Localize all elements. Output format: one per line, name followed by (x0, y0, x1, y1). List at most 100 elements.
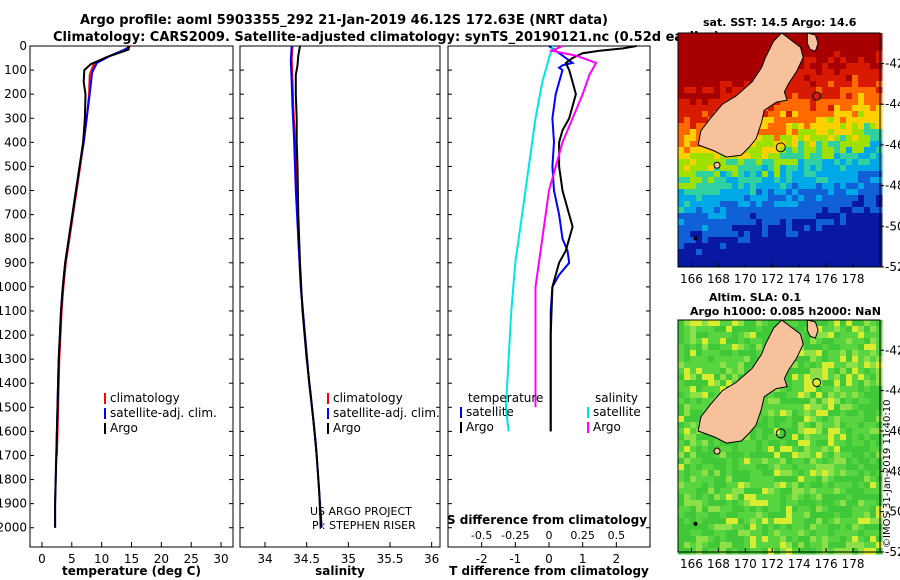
panel-sal-frame (239, 45, 441, 548)
map-xtick-label-sla: 172 (761, 557, 784, 571)
xtick-label-temp: 5 (68, 552, 76, 566)
xtick-label-diff: -1 (509, 552, 521, 566)
xtick-label-temp: 20 (154, 552, 169, 566)
xtick-label-sal: 34 (257, 552, 272, 566)
map-xtick-label-sla: 176 (815, 557, 838, 571)
salinity-diff-tick-label: -0.25 (501, 529, 529, 542)
legend-header-salinity: salinity (595, 391, 638, 405)
ytick-label-depth: 1500 (0, 400, 27, 414)
map-ytick-label-sst: -52 (885, 260, 900, 274)
ytick-label-depth: 1400 (0, 376, 27, 390)
map-xtick-label-sst: 170 (734, 272, 757, 286)
land-auckland-islands (693, 236, 698, 241)
ytick-label-depth: 1700 (0, 448, 27, 462)
map-ytick-label-sst: -46 (885, 138, 900, 152)
xtick-label-sal: 35.5 (377, 552, 404, 566)
legend-header-temperature: temperature (468, 391, 543, 405)
legend-label-temp: satellite-adj. clim. (110, 406, 217, 420)
series-line-diff-s-argo (534, 45, 598, 408)
ytick-label-depth: 900 (4, 256, 27, 270)
credit-project: US ARGO PROJECT (310, 505, 412, 518)
sst-map-title: sat. SST: 14.5 Argo: 14.6 (703, 16, 857, 29)
xlabel-sal: salinity (315, 564, 365, 578)
ytick-label-depth: 700 (4, 208, 27, 222)
figure-title-line2: Climatology: CARS2009. Satellite-adjuste… (53, 30, 720, 45)
map-xtick-label-sla: 170 (734, 557, 757, 571)
map-xtick-label-sst: 176 (815, 272, 838, 286)
xtick-label-diff: 2 (613, 552, 621, 566)
panel-temp-frame (29, 45, 234, 548)
land-stewart-island (713, 161, 721, 169)
map-xtick-label-sla: 168 (707, 557, 730, 571)
ytick-label-depth: 200 (4, 87, 27, 101)
xtick-label-temp: 30 (213, 552, 228, 566)
xtick-label-temp: 10 (94, 552, 109, 566)
legend-label-diff-s: satellite (593, 405, 641, 419)
legend-label-sal: climatology (333, 391, 403, 405)
map-xtick-label-sla: 178 (842, 557, 865, 571)
map-frame-sst (677, 32, 881, 268)
land-south-island (697, 32, 804, 158)
land-stewart-island (713, 447, 721, 455)
map-ytick-label-sst: -44 (885, 97, 900, 111)
map-xtick-label-sst: 172 (761, 272, 784, 286)
salinity-diff-tick-label: 0 (546, 529, 553, 542)
ytick-label-depth: 500 (4, 159, 27, 173)
series-line-sal-argo (294, 45, 322, 528)
map-xtick-label-sst: 168 (707, 272, 730, 286)
float-location-marker (775, 142, 786, 153)
ytick-label-depth: 600 (4, 184, 27, 198)
ytick-label-depth: 800 (4, 232, 27, 246)
ytick-label-depth: 1800 (0, 473, 27, 487)
ytick-label-depth: 400 (4, 135, 27, 149)
map-ytick-label-sst: -48 (885, 179, 900, 193)
ytick-label-depth: 300 (4, 111, 27, 125)
reference-circle (812, 378, 822, 388)
map-ytick-label-sla: -50 (885, 505, 900, 519)
map-ytick-label-sst: -42 (885, 57, 900, 71)
xtick-label-sal: 34.5 (293, 552, 320, 566)
xtick-label-temp: 15 (124, 552, 139, 566)
ytick-label-depth: 1200 (0, 328, 27, 342)
xtick-label-sal: 36 (424, 552, 439, 566)
credit-pi: PI: STEPHEN RISER (312, 519, 416, 532)
legend-label-diff-t: Argo (466, 420, 494, 434)
legend-label-diff-t: satellite (466, 405, 514, 419)
panel-diff-frame (447, 45, 651, 548)
series-line-temp-argo (54, 45, 131, 528)
map-ytick-label-sla: -48 (885, 464, 900, 478)
land-south-island (697, 319, 804, 444)
land-north-island (806, 32, 819, 52)
map-xtick-label-sst: 178 (842, 272, 865, 286)
ytick-label-depth: 1300 (0, 352, 27, 366)
xtick-label-sal: 35 (341, 552, 356, 566)
ytick-label-depth: 1600 (0, 424, 27, 438)
map-ytick-label-sla: -42 (885, 343, 900, 357)
map-ytick-label-sla: -44 (885, 384, 900, 398)
map-sst: 166 168 170 172 174 176 178 -42 -44 -46 -48 -50 -52 (677, 32, 900, 286)
legend-label-diff-s: Argo (593, 420, 621, 434)
sla-map-title-line2: Argo h1000: 0.085 h2000: NaN (690, 305, 882, 318)
series-line-diff-s-satellite (504, 45, 554, 432)
map-ytick-label-sst: -50 (885, 219, 900, 233)
ytick-label-depth: 1000 (0, 280, 27, 294)
legend-label-sal: satellite-adj. clim. (333, 406, 440, 420)
legend-label-sal: Argo (333, 421, 361, 435)
salinity-diff-axis-label: S difference from climatology (447, 513, 647, 527)
figure-title-line1: Argo profile: aoml 5903355_292 21-Jan-20… (80, 13, 608, 28)
map-ytick-label-sla: -46 (885, 424, 900, 438)
land-north-island (806, 319, 819, 339)
map-xtick-label-sst: 166 (680, 272, 703, 286)
ytick-label-depth: 1900 (0, 497, 27, 511)
ytick-label-depth: 2000 (0, 521, 27, 535)
reference-circle (812, 91, 822, 101)
map-sla: 166 168 170 172 174 176 178 -42 -44 -46 -48 -50 -52 (677, 319, 900, 571)
xtick-label-diff: 1 (579, 552, 587, 566)
ytick-label-depth: 1100 (0, 304, 27, 318)
xtick-label-diff: 0 (545, 552, 553, 566)
land-auckland-islands (693, 521, 698, 526)
legend-label-temp: climatology (110, 391, 180, 405)
xtick-label-temp: 0 (38, 552, 46, 566)
salinity-diff-tick-label: -0.5 (471, 529, 492, 542)
